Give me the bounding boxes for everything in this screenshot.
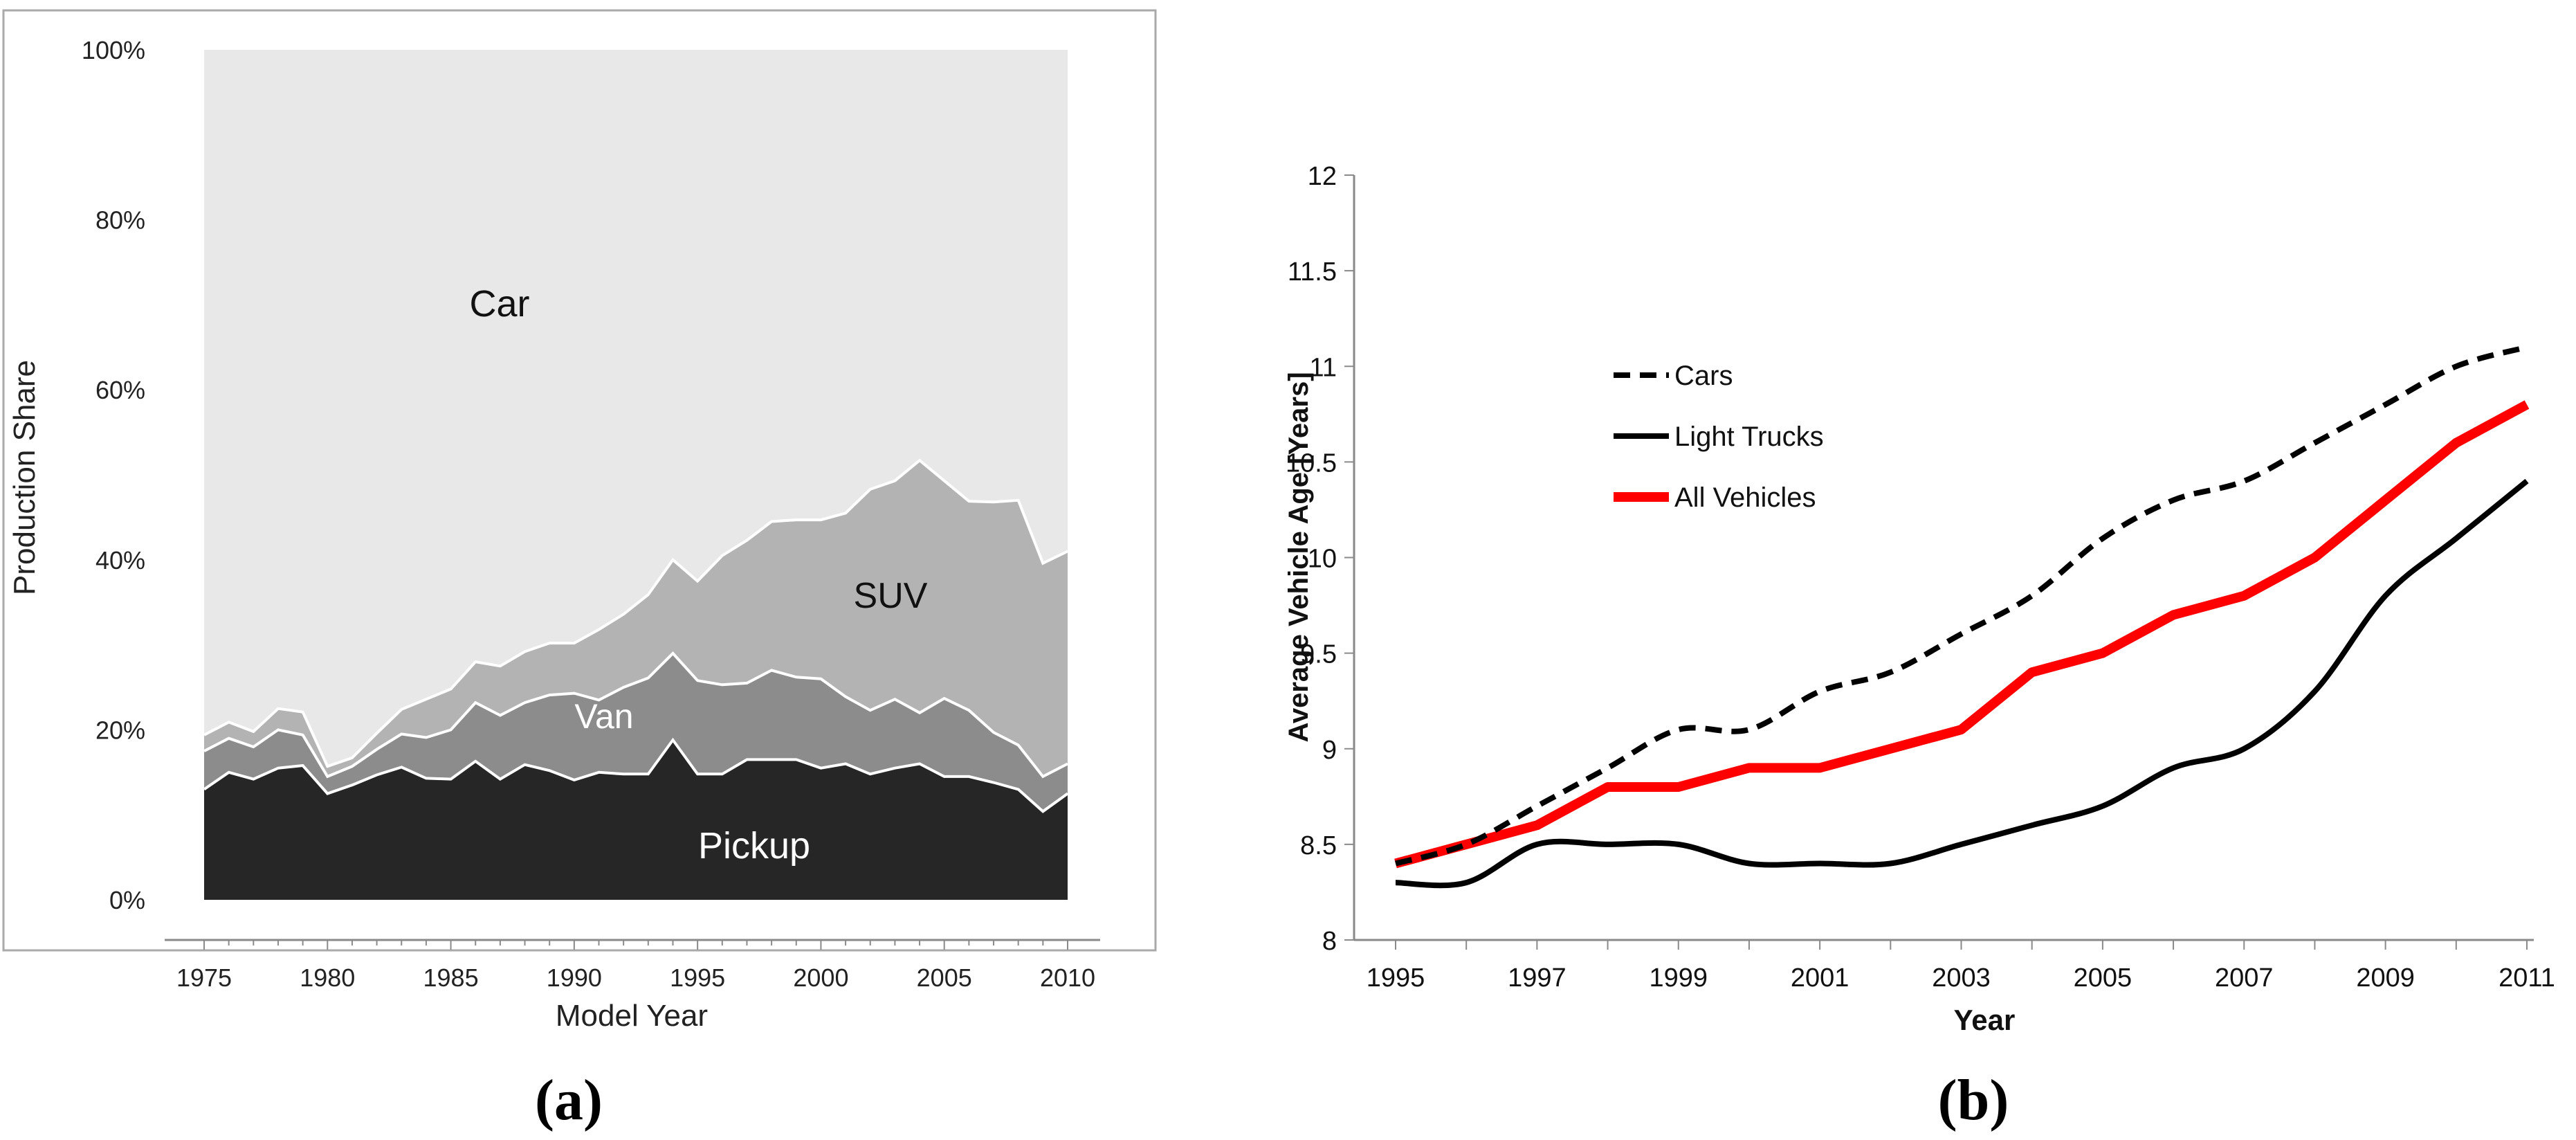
area-suv — [204, 460, 1068, 777]
area-pickup — [204, 740, 1068, 900]
x-tick-label-1999: 1999 — [1649, 963, 1708, 993]
panel-a-area-labels: Pickup Van SUV Car — [469, 283, 927, 867]
panel-a-letter: a — [554, 1068, 583, 1132]
panel-a-x-ticks: 1975 1980 1985 1990 1995 2000 2005 2010 — [176, 940, 1095, 992]
x-tick-label-1990: 1990 — [547, 963, 602, 992]
y-tick-label-60: 60% — [95, 376, 145, 404]
series-line-all-vehicles — [1394, 400, 2530, 869]
y-tick-label-10: 10 — [1308, 545, 1337, 574]
x-tick-label-2000: 2000 — [793, 963, 848, 992]
boundary-suv — [203, 458, 1068, 768]
y-tick-label-20: 20% — [95, 716, 145, 744]
y-tick-label-100: 100% — [82, 36, 145, 64]
panel-b-x-axis-title: Year — [1954, 1004, 2016, 1036]
x-tick-label-2010: 2010 — [1040, 963, 1095, 992]
panel-a-y-axis-title: Production Share — [8, 360, 42, 595]
legend-label-all-vehicles: All Vehicles — [1674, 482, 1816, 513]
y-tick-label-9: 9 — [1322, 736, 1337, 765]
y-tick-label-8-5: 8.5 — [1300, 831, 1337, 860]
y-tick-label-11-5: 11.5 — [1288, 257, 1337, 287]
y-tick-label-40: 40% — [95, 546, 145, 574]
x-tick-label-1975: 1975 — [176, 963, 232, 992]
x-tick-label-2009: 2009 — [2356, 963, 2415, 993]
x-tick-label-1995: 1995 — [670, 963, 725, 992]
panel-a-x-axis-title: Model Year — [556, 999, 708, 1033]
legend-label-light-trucks: Light Trucks — [1674, 422, 1824, 452]
panel-b-line-chart: 8 8.5 9 9.5 10 10.5 11 11.5 12 1995 1997 1999 2001 2… — [1284, 162, 2555, 1036]
x-tick-label-2005: 2005 — [2074, 963, 2132, 993]
y-tick-label-11: 11 — [1310, 353, 1337, 382]
boundary-van — [203, 651, 1068, 779]
y-tick-label-10-5: 10.5 — [1286, 449, 1337, 478]
y-tick-label-80: 80% — [95, 206, 145, 235]
x-tick-label-2011: 2011 — [2499, 963, 2555, 993]
area-label-car: Car — [469, 283, 529, 325]
x-tick-label-1985: 1985 — [423, 963, 479, 992]
x-tick-label-2005: 2005 — [917, 963, 972, 992]
panel-b-series — [1394, 344, 2530, 889]
x-tick-label-2003: 2003 — [1932, 963, 1991, 993]
panel-a-boundaries — [203, 458, 1069, 813]
area-van — [204, 653, 1068, 812]
area-label-pickup: Pickup — [698, 825, 810, 867]
panel-a-label: (a) — [535, 1068, 603, 1132]
series-line-light-trucks — [1395, 478, 2529, 889]
panel-b-y-axis-title: Average Vehicle Age [Years] — [1284, 372, 1314, 742]
panel-a-areas — [204, 50, 1068, 900]
area-label-van: Van — [574, 697, 633, 736]
y-tick-label-12: 12 — [1308, 162, 1337, 191]
panel-a-y-ticks: 0% 20% 40% 60% 80% 100% — [82, 36, 145, 914]
boundary-pickup — [203, 737, 1069, 813]
panel-b-x-ticks: 1995 1997 1999 2001 2003 2005 2007 2009 2011 — [1367, 940, 2555, 993]
panel-a-stacked-area-chart: 1975 1980 1985 1990 1995 2000 2005 2010 0% 20% 40… — [2, 9, 1157, 1033]
x-tick-label-2001: 2001 — [1791, 963, 1849, 993]
panel-b-label: (b) — [1938, 1068, 2009, 1132]
panel-b-y-ticks: 8 8.5 9 9.5 10 10.5 11 11.5 12 — [1286, 162, 1354, 956]
panel-b-legend: Cars Light Trucks All Vehicles — [1614, 361, 1824, 513]
x-tick-label-2007: 2007 — [2215, 963, 2274, 993]
y-tick-label-9-5: 9.5 — [1300, 640, 1337, 669]
legend-label-cars: Cars — [1674, 361, 1733, 391]
area-label-suv: SUV — [854, 576, 928, 616]
y-tick-label-8: 8 — [1322, 927, 1337, 956]
x-tick-label-1980: 1980 — [300, 963, 355, 992]
x-tick-label-1997: 1997 — [1508, 963, 1566, 993]
y-tick-label-0: 0% — [109, 886, 145, 914]
area-car — [204, 50, 1068, 767]
panel-b-letter: b — [1957, 1068, 1990, 1132]
series-line-cars — [1394, 344, 2528, 867]
x-tick-label-1995: 1995 — [1367, 963, 1425, 993]
